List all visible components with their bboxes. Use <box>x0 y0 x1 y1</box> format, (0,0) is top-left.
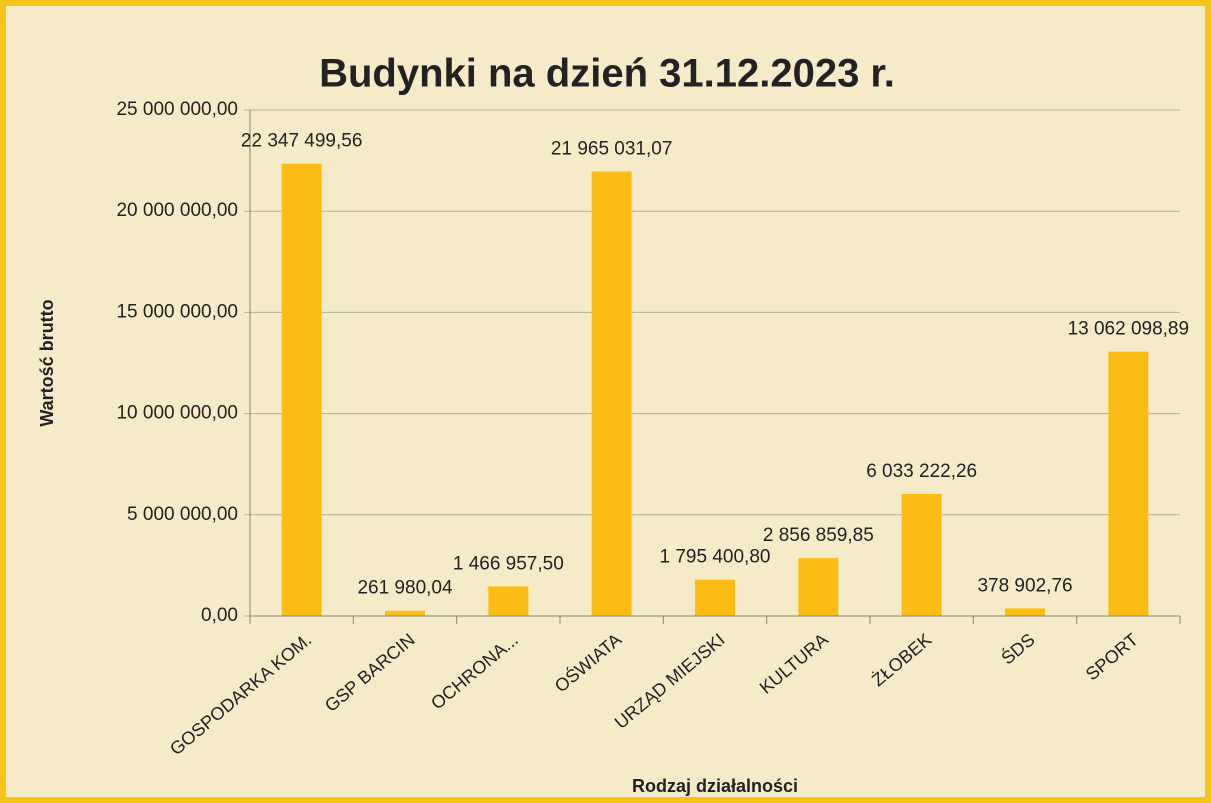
bar <box>901 493 942 616</box>
y-tick-label: 25 000 000,00 <box>116 99 238 120</box>
y-tick-label: 20 000 000,00 <box>116 200 238 221</box>
value-label: 13 062 098,89 <box>1068 319 1190 340</box>
value-label: 2 856 859,85 <box>763 525 874 546</box>
value-label: 261 980,04 <box>357 578 453 599</box>
value-label: 1 795 400,80 <box>660 547 771 568</box>
y-tick-label: 0,00 <box>201 605 238 626</box>
bar <box>281 163 322 616</box>
bar <box>1005 608 1045 616</box>
value-label: 6 033 222,26 <box>866 461 977 482</box>
value-label: 1 466 957,50 <box>453 553 564 574</box>
y-tick-label: 5 000 000,00 <box>127 504 238 525</box>
value-label: 22 347 499,56 <box>241 131 363 152</box>
y-tick-label: 10 000 000,00 <box>116 403 238 424</box>
y-tick-label: 15 000 000,00 <box>116 301 238 322</box>
value-label: 378 902,76 <box>977 575 1072 596</box>
bar <box>798 558 839 616</box>
chart-title: Budynki na dzień 31.12.2023 r. <box>319 52 895 96</box>
bar <box>1108 351 1149 616</box>
bar <box>591 171 632 616</box>
bar <box>695 579 735 616</box>
bar <box>488 586 529 616</box>
x-axis-title: Rodzaj działalności <box>632 776 798 796</box>
y-axis-title: Wartość brutto <box>37 299 57 426</box>
value-label: 21 965 031,07 <box>551 138 673 159</box>
bar <box>385 610 425 616</box>
